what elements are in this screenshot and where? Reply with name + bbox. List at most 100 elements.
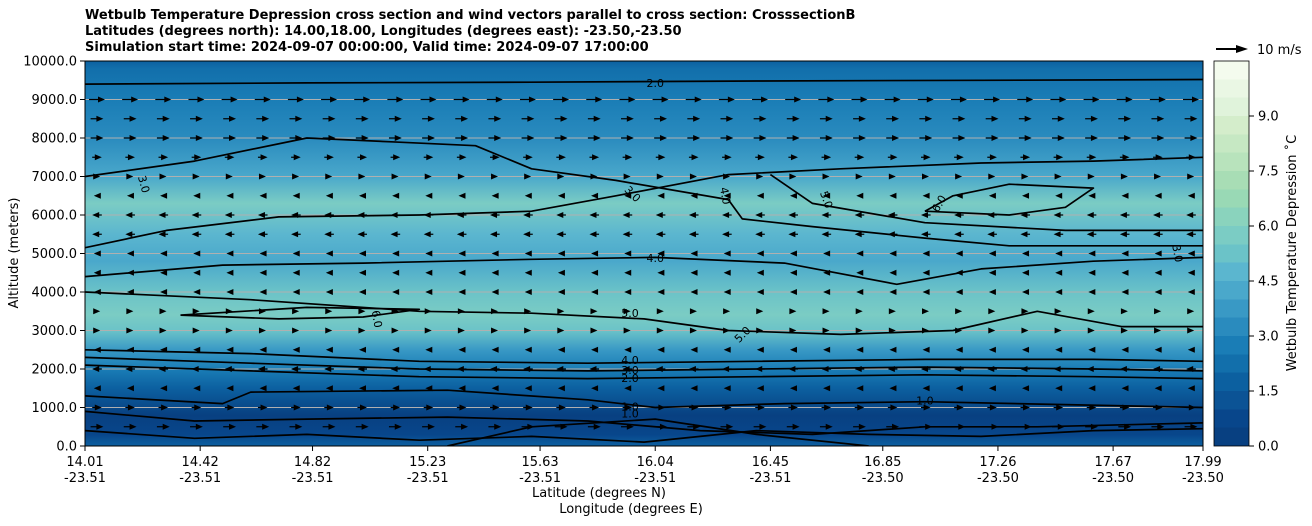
y-tick-label: 5000.0 [32, 247, 78, 262]
wind-vector [292, 289, 300, 295]
wind-vector [1151, 423, 1165, 430]
wind-vector [884, 96, 901, 103]
wind-vector [190, 115, 203, 122]
wind-vector [1116, 96, 1133, 103]
contour-line [85, 156, 1203, 249]
wind-vector [718, 96, 735, 103]
wind-vector [1020, 154, 1031, 161]
wind-vector [90, 115, 104, 122]
wind-vector [789, 269, 797, 276]
wind-vector [1154, 250, 1162, 257]
x-tick-label-latitude: 17.26 [979, 455, 1016, 470]
wind-vector [1187, 385, 1195, 392]
wind-vector [952, 423, 966, 430]
wind-vector [292, 346, 300, 353]
wind-vector [160, 385, 168, 392]
wind-vector [423, 366, 434, 372]
wind-vector [723, 173, 731, 180]
wind-vector [92, 231, 102, 238]
wind-reference-key: 10 m/s [1216, 43, 1302, 58]
wind-vector [886, 115, 900, 122]
contour-line [447, 418, 869, 446]
wind-vector [984, 96, 1001, 103]
y-tick-label: 4000.0 [32, 286, 78, 301]
wind-vector [524, 385, 532, 392]
wind-vector [723, 250, 731, 257]
wind-vector [524, 308, 532, 315]
wind-vector [221, 96, 238, 103]
wind-vector [1088, 192, 1096, 199]
wind-vector [853, 115, 866, 122]
wind-vector [390, 212, 401, 218]
wind-vector [491, 269, 499, 276]
wind-vector [1183, 96, 1199, 103]
contour-line [85, 256, 1203, 286]
wind-vector [93, 192, 101, 199]
wind-vector [425, 289, 433, 295]
wind-vector [1020, 212, 1031, 218]
wind-vector [921, 327, 929, 334]
wind-vector [254, 96, 271, 103]
wind-vector [823, 250, 831, 257]
wind-vector [1020, 366, 1031, 372]
wind-vector [292, 327, 300, 334]
contour-line [769, 173, 1203, 232]
wind-vector [259, 385, 267, 392]
wind-vector [223, 135, 237, 141]
wind-vector [457, 327, 465, 334]
wind-vector [225, 327, 233, 334]
wind-vector [458, 250, 466, 257]
wind-vector [690, 269, 698, 276]
wind-vector [155, 96, 172, 103]
wind-vector [193, 385, 201, 392]
wind-vector [821, 366, 832, 372]
wind-vector [590, 173, 598, 180]
contour-line [85, 410, 1203, 436]
colorbar-tick-label: 1.5 [1258, 385, 1279, 400]
wind-vector [291, 404, 301, 411]
wind-vector [1119, 366, 1130, 372]
wind-vector [491, 289, 499, 295]
wind-vector [1020, 404, 1031, 411]
wind-vector [853, 135, 866, 141]
wind-vector [955, 289, 963, 295]
contour-label: 3.0 [1169, 244, 1185, 263]
wind-vector [623, 308, 631, 315]
wind-vector [854, 366, 865, 372]
wind-vector [1119, 212, 1130, 218]
x-tick-label-longitude: -23.51 [64, 471, 106, 486]
y-tick-label: 9000.0 [32, 93, 78, 108]
wind-vector [887, 212, 898, 218]
wind-vector [786, 115, 800, 122]
wind-vector [423, 212, 434, 218]
wind-vector [226, 346, 234, 353]
wind-vector [887, 231, 898, 238]
wind-vector [289, 115, 303, 122]
wind-vector [786, 135, 800, 141]
wind-vector [1088, 346, 1096, 353]
wind-vector [553, 96, 570, 103]
wind-vector [488, 423, 502, 430]
wind-vector [1050, 96, 1067, 103]
wind-vector [622, 404, 633, 411]
wind-vector [126, 327, 134, 334]
colorbar-strip [1213, 60, 1250, 447]
wind-vector [258, 308, 266, 315]
wind-vector [851, 96, 868, 103]
wind-vector [458, 385, 466, 392]
colorbar-tick-label: 7.5 [1258, 165, 1279, 180]
wind-vector [322, 135, 336, 141]
wind-vector [1018, 115, 1032, 122]
wind-vector [619, 96, 636, 103]
wind-vector [158, 404, 169, 411]
wind-vector [1154, 289, 1162, 295]
wind-vector [690, 385, 698, 392]
wind-vector [325, 192, 333, 199]
contour-label: 2.0 [646, 77, 664, 90]
wind-vector [425, 192, 433, 199]
wind-vector [325, 250, 333, 257]
wind-vector [321, 96, 338, 103]
wind-vector [259, 269, 267, 276]
wind-vector [1022, 289, 1030, 295]
wind-vector [623, 173, 631, 180]
